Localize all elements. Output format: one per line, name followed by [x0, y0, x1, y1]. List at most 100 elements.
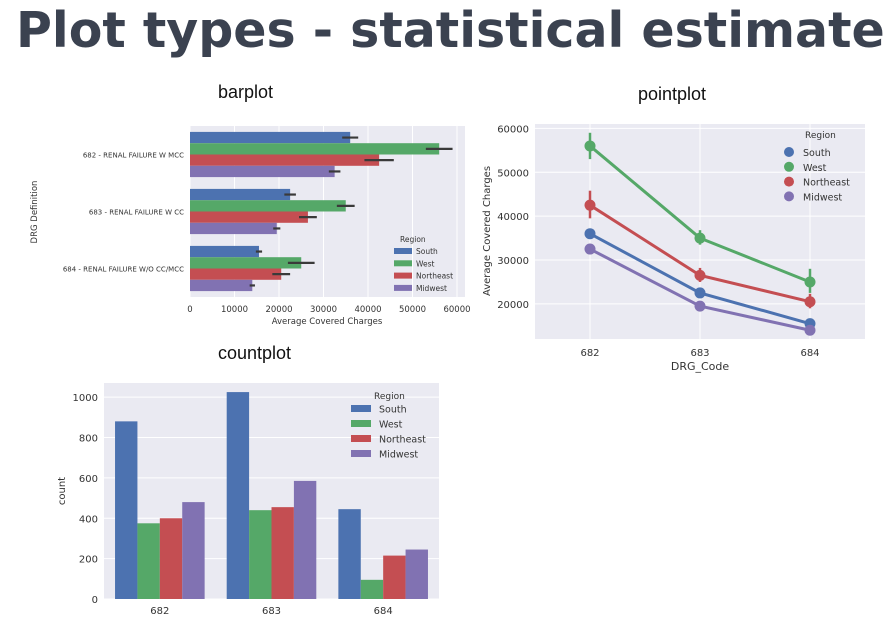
pointplot-legend-label-midwest: Midwest — [803, 192, 842, 203]
countplot-legend: Region South West Northeast Midwest — [351, 392, 426, 461]
pointplot-x-tick-683: 683 — [690, 348, 709, 359]
pointplot-xlabel: DRG_Code — [671, 360, 730, 373]
pointplot-point-northeast — [694, 269, 706, 281]
barplot-legend-title: Region — [400, 235, 426, 244]
barplot-x-tick-40000: 40000 — [354, 305, 381, 315]
barplot-error-bars — [249, 136, 453, 287]
barplot-x-tick-30000: 30000 — [310, 305, 337, 315]
pointplot-x-tick-684: 684 — [800, 348, 819, 359]
pointplot-point-northeast — [584, 199, 596, 211]
countplot-legend-title: Region — [374, 392, 405, 402]
pointplot-legend-label-northeast: Northeast — [803, 178, 850, 189]
pointplot-point-west — [584, 140, 596, 152]
countplot-bar-midwest — [182, 502, 205, 599]
countplot-x-ticks: 682 683 684 — [150, 606, 392, 617]
countplot-bar-northeast — [383, 555, 406, 599]
barplot-legend-swatch-west — [394, 260, 412, 267]
pointplot-point-south — [694, 287, 706, 299]
slide-title: Plot types - statistical estimates — [16, 2, 883, 59]
pointplot-series — [584, 132, 816, 336]
countplot-legend-swatch-midwest — [351, 450, 371, 457]
countplot-bar-midwest — [405, 549, 428, 599]
countplot-bar-northeast — [271, 507, 294, 599]
countplot-bar-south — [338, 509, 361, 599]
barplot-bar-midwest — [190, 222, 277, 235]
countplot-y-tick-800: 800 — [79, 434, 98, 445]
barplot-x-tick-50000: 50000 — [399, 305, 426, 315]
barplot-x-tick-0: 0 — [187, 305, 192, 315]
barplot-legend-swatch-northeast — [394, 272, 412, 279]
barplot-legend-swatch-south — [394, 248, 412, 254]
pointplot-chart: 20000 30000 40000 50000 60000 682 683 684 DRG_… — [482, 124, 865, 373]
pointplot-legend: Region South West Northeast Midwest — [784, 131, 850, 203]
countplot-y-tick-0: 0 — [92, 595, 98, 606]
barplot-bars — [190, 131, 440, 292]
countplot-x-tick-684: 684 — [374, 606, 393, 617]
barplot-bar-midwest — [190, 279, 253, 292]
countplot-y-tick-1000: 1000 — [73, 393, 98, 404]
countplot-ylabel: count — [57, 477, 68, 505]
countplot-bar-west — [249, 510, 272, 599]
countplot-legend-label-west: West — [379, 420, 403, 431]
pointplot-y-tick-60000: 60000 — [497, 124, 529, 135]
barplot-x-ticks: 0 10000 20000 30000 40000 50000 60000 — [187, 305, 470, 315]
countplot-bar-west — [137, 523, 160, 599]
pointplot-ylabel: Average Covered Charges — [482, 166, 493, 296]
countplot-x-tick-682: 682 — [150, 606, 169, 617]
barplot-legend-label-northeast: Northeast — [416, 272, 453, 281]
countplot-bar-south — [226, 392, 250, 599]
barplot-legend-label-midwest: Midwest — [416, 284, 447, 293]
pointplot-point-south — [584, 228, 596, 240]
pointplot-point-midwest — [584, 243, 596, 255]
barplot-chart: 682 - RENAL FAILURE W MCC 683 - RENAL FAI… — [30, 126, 471, 327]
barplot-category-labels: 682 - RENAL FAILURE W MCC 683 - RENAL FAI… — [63, 152, 184, 274]
barplot-bar-northeast — [190, 268, 282, 280]
barplot-title: barplot — [218, 82, 274, 102]
countplot-legend-swatch-northeast — [351, 435, 371, 442]
countplot-y-tick-400: 400 — [79, 514, 98, 525]
countplot-y-tick-600: 600 — [79, 474, 98, 485]
pointplot-y-tick-40000: 40000 — [497, 212, 529, 223]
barplot-category-label: 683 - RENAL FAILURE W CC — [89, 209, 184, 217]
barplot-bar-south — [190, 245, 259, 258]
barplot-bar-northeast — [190, 211, 308, 223]
countplot-bar-south — [115, 421, 138, 599]
countplot-legend-label-northeast: Northeast — [379, 435, 426, 446]
barplot-legend-label-west: West — [416, 259, 434, 268]
pointplot-y-tick-30000: 30000 — [497, 256, 529, 267]
pointplot-point-northeast — [804, 296, 816, 308]
countplot-bar-midwest — [293, 480, 317, 599]
pointplot-point-midwest — [694, 300, 706, 312]
barplot-bar-south — [190, 131, 351, 144]
pointplot-legend-marker-midwest — [784, 191, 794, 202]
countplot-x-tick-683: 683 — [262, 606, 281, 617]
countplot-legend-label-south: South — [379, 405, 407, 416]
barplot-legend: Region South West Northeast Midwest — [394, 235, 453, 293]
barplot-x-tick-10000: 10000 — [221, 305, 248, 315]
barplot-x-tick-20000: 20000 — [265, 305, 292, 315]
countplot-chart: 0 200 400 600 800 1000 682 683 684 count Region… — [57, 383, 439, 617]
pointplot-point-west — [804, 276, 816, 288]
pointplot-point-west — [694, 232, 706, 244]
pointplot-y-tick-20000: 20000 — [497, 300, 529, 311]
barplot-ylabel: DRG Definition — [30, 181, 40, 244]
barplot-category-label: 682 - RENAL FAILURE W MCC — [83, 152, 184, 160]
countplot-bar-west — [360, 579, 384, 599]
countplot-bars — [115, 392, 428, 599]
pointplot-legend-label-south: South — [803, 148, 831, 159]
barplot-bar-south — [190, 188, 291, 201]
countplot-y-ticks: 0 200 400 600 800 1000 — [73, 393, 98, 606]
countplot-bar-northeast — [159, 518, 183, 599]
barplot-xlabel: Average Covered Charges — [272, 317, 383, 327]
barplot-bar-west — [190, 257, 302, 269]
pointplot-y-ticks: 20000 30000 40000 50000 60000 — [497, 124, 529, 311]
barplot-x-tick-60000: 60000 — [443, 305, 470, 315]
barplot-bar-west — [190, 200, 346, 212]
barplot-category-label: 684 - RENAL FAILURE W/O CC/MCC — [63, 266, 184, 274]
pointplot-y-tick-50000: 50000 — [497, 168, 529, 179]
pointplot-point-midwest — [804, 324, 816, 336]
pointplot-x-ticks: 682 683 684 — [580, 348, 819, 359]
pointplot-title: pointplot — [638, 84, 707, 104]
countplot-title: countplot — [218, 343, 292, 363]
countplot-y-tick-200: 200 — [79, 555, 98, 566]
